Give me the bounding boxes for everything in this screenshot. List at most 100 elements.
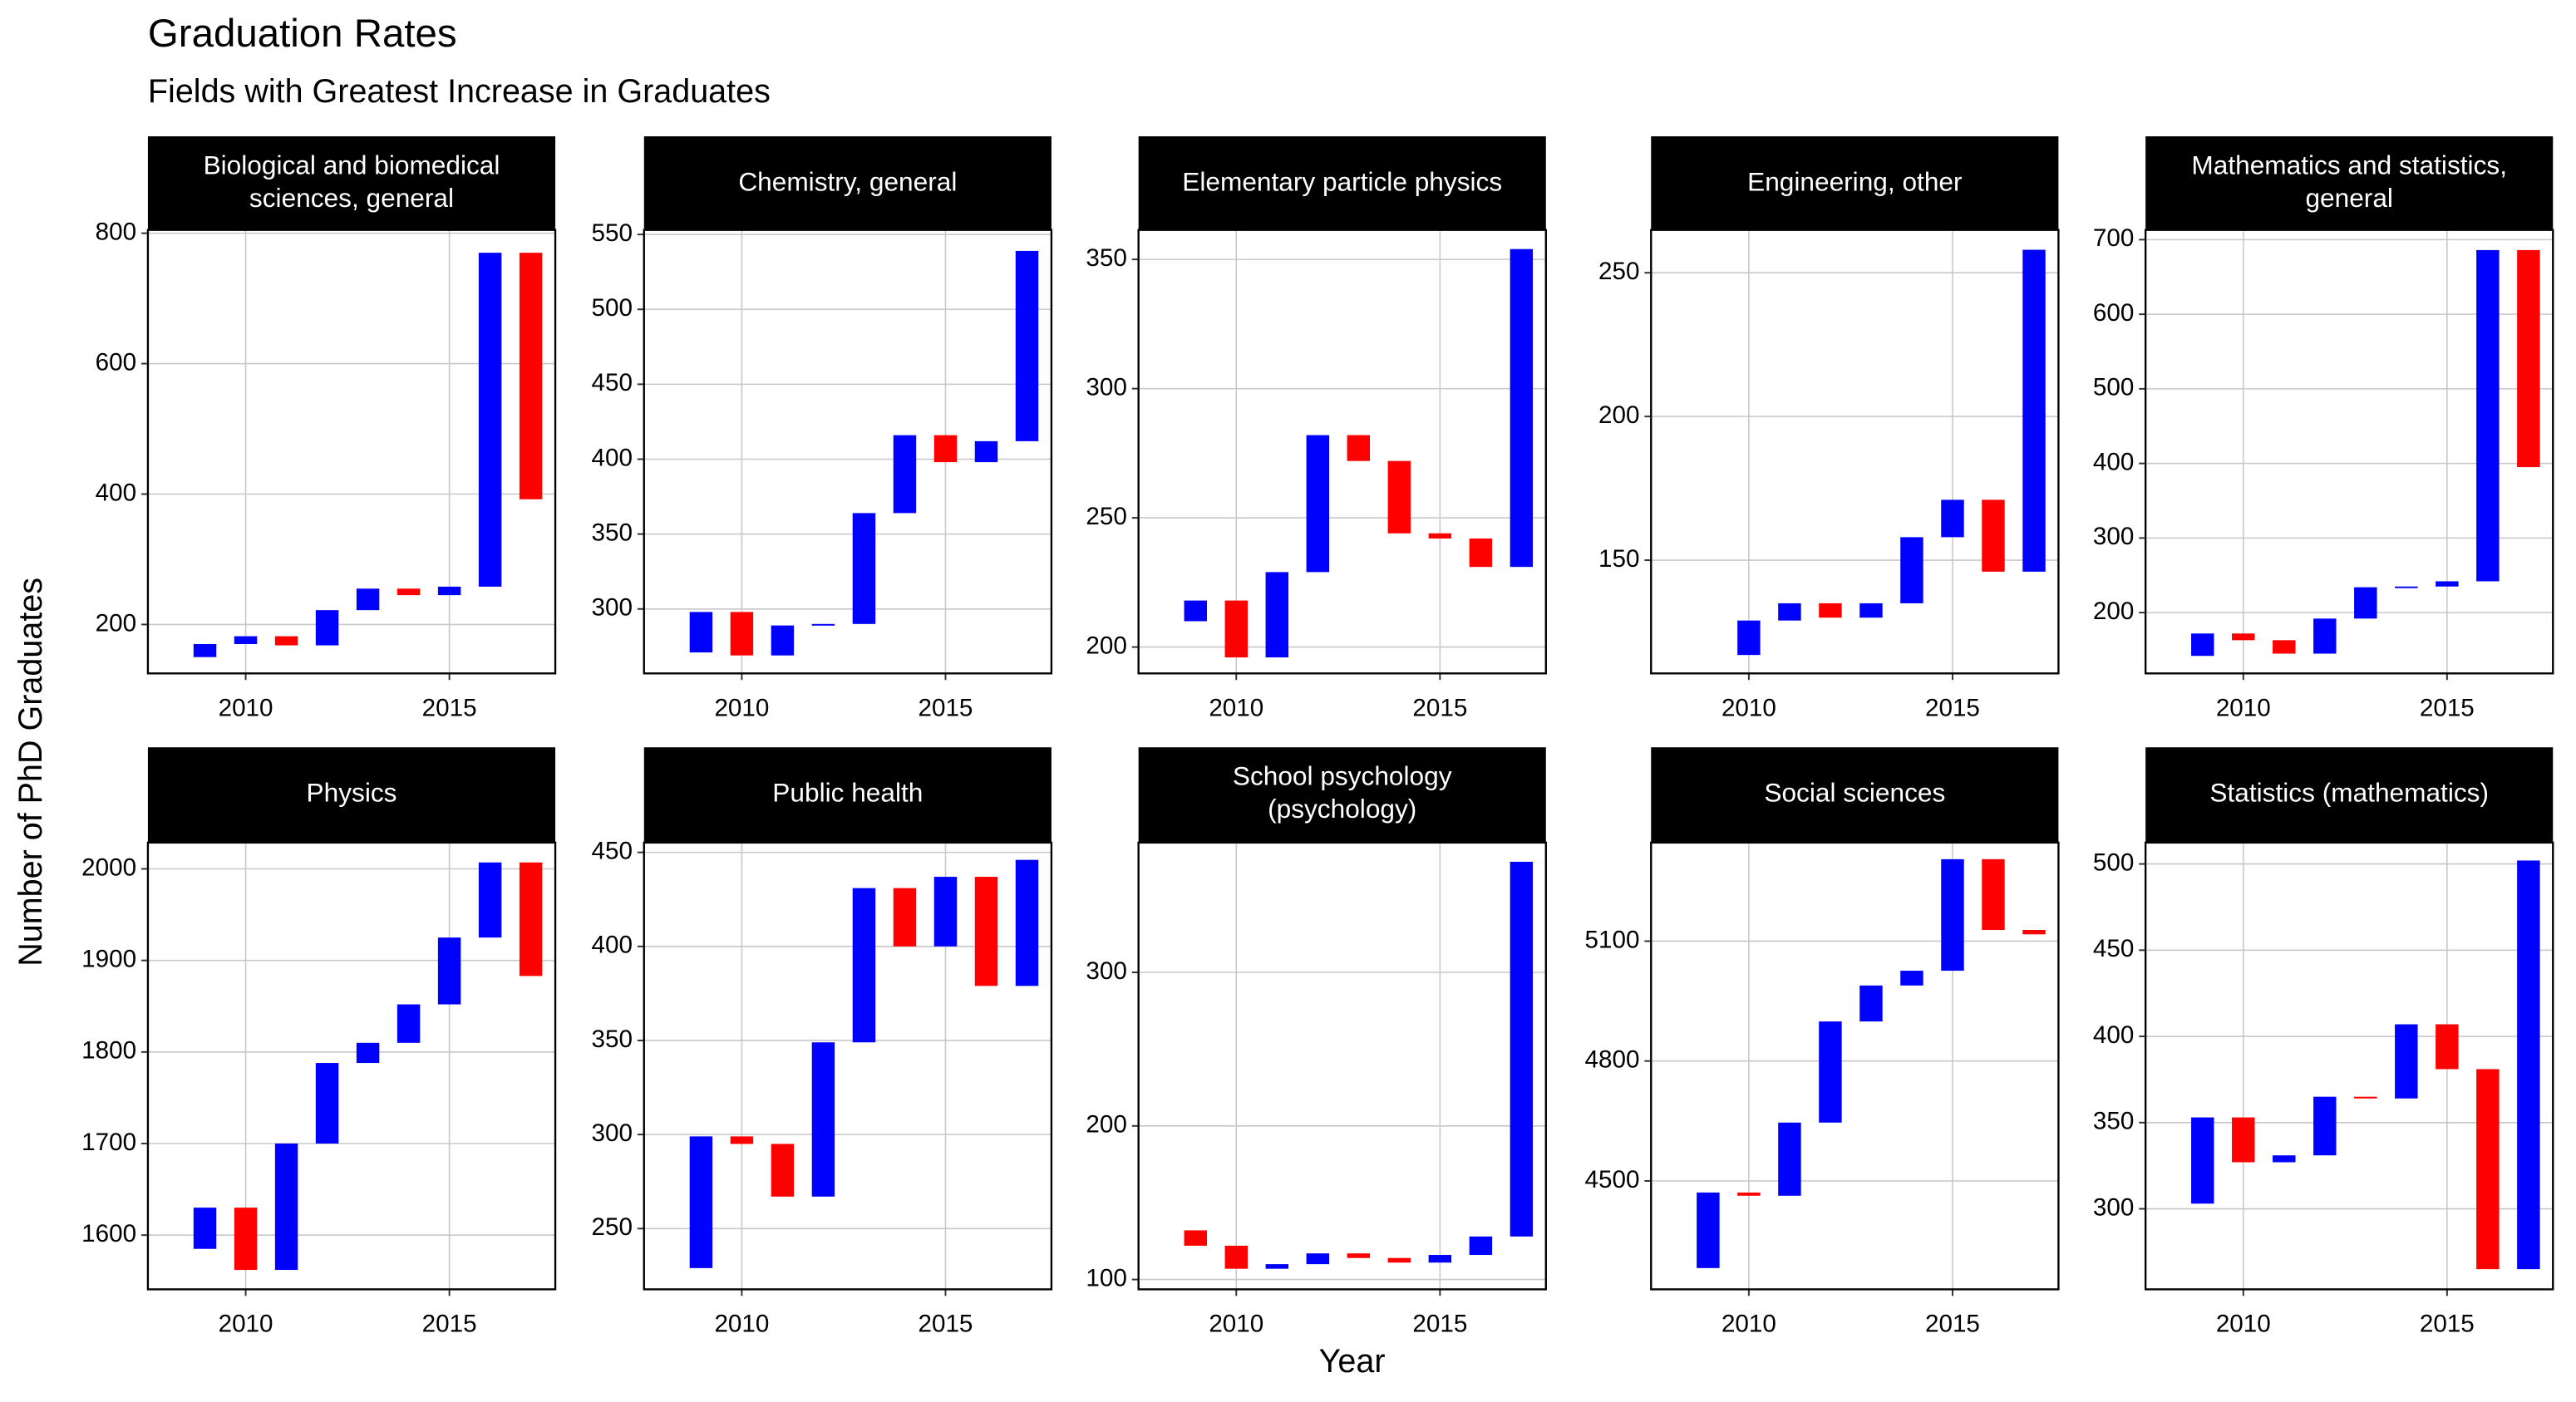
- bar: [396, 588, 421, 596]
- y-tick-label: 250: [1598, 258, 1639, 285]
- y-tick-label: 400: [592, 444, 633, 471]
- y-tick-label: 450: [2093, 935, 2134, 962]
- bar: [2232, 633, 2255, 641]
- y-tick-label: 800: [96, 218, 136, 245]
- y-tick-label: 250: [592, 1213, 633, 1241]
- bar: [689, 1136, 713, 1268]
- bar: [893, 435, 917, 514]
- y-tick-label: 300: [1086, 957, 1126, 985]
- panel-title: Elementary particle physics: [1182, 168, 1503, 197]
- y-tick-label: 200: [1598, 401, 1639, 429]
- y-tick-label: 300: [592, 594, 633, 622]
- y-tick-label: 400: [592, 932, 633, 959]
- panel-border: [2144, 229, 2554, 675]
- panel-border: [1650, 841, 2060, 1291]
- bar: [1387, 460, 1411, 534]
- x-tick-label: 2015: [1925, 1311, 1980, 1338]
- strip-box: Elementary particle physics: [1182, 168, 1503, 197]
- panel: Elementary particle physics 200 250 300 350 2…: [1086, 136, 1547, 722]
- bar: [2517, 249, 2540, 468]
- bar: [1819, 603, 1842, 618]
- bar: [1469, 1236, 1493, 1256]
- y-axis-title: Number of PhD Graduates: [12, 578, 49, 967]
- bar: [1982, 858, 2005, 930]
- strip: [643, 747, 1052, 843]
- bar: [478, 253, 502, 587]
- bar: [974, 877, 998, 986]
- y-tick-label: 300: [2093, 523, 2134, 550]
- strip-box: Chemistry, general: [738, 169, 957, 197]
- bar: [1265, 1264, 1289, 1269]
- x-tick-label: 2010: [714, 1311, 769, 1338]
- x-tick-label: 2015: [422, 1311, 477, 1338]
- x-tick-label: 2010: [1209, 695, 1263, 722]
- bar: [730, 1136, 754, 1144]
- panel-title: School psychology (psychology): [1232, 763, 1452, 825]
- panel-border: [146, 229, 557, 675]
- y-tick-label: 200: [1086, 1111, 1126, 1139]
- x-tick-label: 2015: [919, 1311, 973, 1338]
- x-tick-label: 2015: [2420, 695, 2475, 722]
- strip-box: Engineering, other: [1747, 169, 1962, 197]
- y-tick-label: 200: [2093, 598, 2134, 625]
- bar: [193, 643, 217, 657]
- y-tick-label: 450: [592, 369, 633, 396]
- bar: [1737, 1192, 1761, 1196]
- panel-background: [1651, 229, 2059, 674]
- bar: [1982, 499, 2005, 572]
- bar: [1510, 861, 1534, 1237]
- y-tick-label: 350: [2093, 1108, 2134, 1135]
- panel-border: [2144, 841, 2554, 1291]
- bar: [1224, 1245, 1249, 1269]
- y-tick-label: 600: [96, 348, 136, 376]
- x-tick-label: 2015: [919, 695, 973, 722]
- x-tick-label: 2010: [1209, 1311, 1263, 1338]
- bar: [1347, 1253, 1371, 1258]
- y-tick-label: 1700: [81, 1129, 136, 1156]
- bar: [1737, 620, 1761, 656]
- chart-subtitle: Fields with Greatest Increase in Graduat…: [148, 73, 771, 110]
- bar: [771, 625, 795, 656]
- panel: School psychology (psychology) 100 200 300 2…: [1086, 747, 1547, 1338]
- bar: [234, 636, 258, 644]
- bar: [1510, 248, 1534, 568]
- y-tick-label: 350: [592, 1026, 633, 1053]
- bar: [356, 588, 380, 611]
- strip: [1651, 747, 2059, 843]
- y-tick-label: 100: [1086, 1264, 1126, 1291]
- y-tick-label: 1600: [81, 1220, 136, 1247]
- strip: [643, 136, 1052, 230]
- panel-border: [146, 841, 557, 1291]
- panel: Statistics (mathematics) 300 350 400 450 500 2…: [2093, 747, 2554, 1338]
- strip-box: Public health: [772, 780, 923, 809]
- bar: [315, 610, 339, 646]
- y-tick-label: 4500: [1585, 1166, 1640, 1193]
- x-tick-label: 2010: [714, 695, 769, 722]
- bar: [1900, 537, 1923, 603]
- panel-title: Mathematics and statistics, general: [2191, 151, 2508, 213]
- bar: [1306, 435, 1330, 573]
- bar: [689, 612, 713, 653]
- x-tick-label: 2015: [1412, 1311, 1467, 1338]
- bar: [1184, 1230, 1207, 1246]
- bar: [519, 253, 543, 499]
- y-tick-label: 300: [1086, 373, 1126, 401]
- y-tick-label: 350: [592, 519, 633, 546]
- bar: [1265, 572, 1289, 658]
- bar: [1224, 600, 1249, 658]
- x-tick-label: 2010: [219, 1311, 273, 1338]
- strip: [2145, 747, 2554, 843]
- x-tick-label: 2015: [2420, 1311, 2475, 1338]
- bar: [1859, 985, 1883, 1022]
- bar: [2191, 1117, 2214, 1204]
- bar: [2354, 1096, 2377, 1099]
- bar: [1941, 499, 1964, 538]
- y-tick-label: 1900: [81, 945, 136, 972]
- bar: [2476, 249, 2500, 582]
- bar: [1184, 600, 1207, 622]
- y-tick-label: 200: [96, 609, 136, 637]
- bar: [437, 586, 461, 596]
- strip-box: Physics: [307, 780, 397, 809]
